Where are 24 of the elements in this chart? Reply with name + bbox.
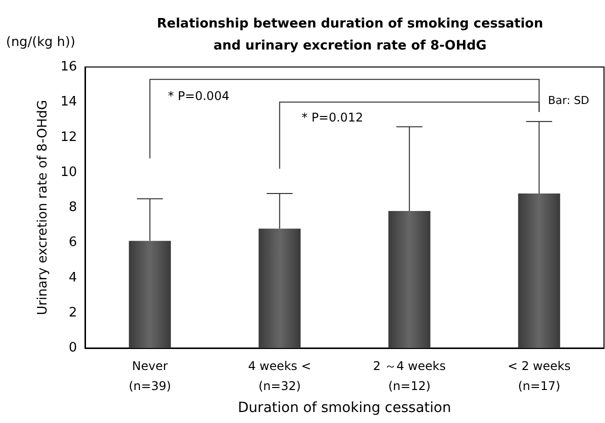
y-tick-label: 2 [68,305,77,320]
y-tick-label: 6 [68,235,77,250]
annotation: * P=0.004 [168,88,230,103]
y-tick-label: 0 [68,340,77,356]
bar [518,193,560,348]
x-tick-label: 2 ～4 weeks (n=12) [373,359,446,393]
y-tick-label: 12 [60,130,77,145]
annotation: Bar: SD [548,94,590,107]
x-tick-label: Never (n=39) [128,359,172,393]
bar [128,240,171,348]
y-axis-title: Urinary excretion rate of 8-OHdG [36,100,51,316]
bar [388,211,430,348]
y-tick-label: 8 [68,200,77,215]
chart-title: Relationship between duration of smoking cessation and urinary excretion rate of 8-OHdG [156,16,544,54]
x-tick-label: < 2 weeks (n=17) [508,359,571,393]
y-tick-label: 16 [60,60,77,74]
x-tick-label: 4 weeks < (n=32) [248,359,312,393]
y-tick-label: 14 [60,94,77,110]
y-tick-label: 4 [68,270,77,286]
bar [258,228,301,348]
text: (ng/(kg h)) [6,35,76,50]
annotation: * P=0.012 [302,110,364,125]
x-axis-title: Duration of smoking cessation [238,400,452,416]
y-tick-label: 10 [60,164,77,180]
